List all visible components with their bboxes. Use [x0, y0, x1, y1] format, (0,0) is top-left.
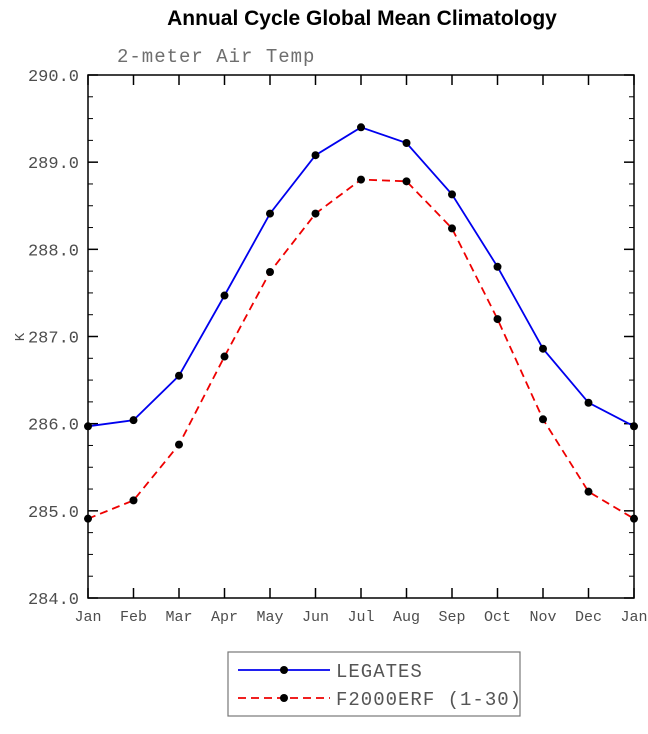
x-tick-label: Jul [347, 609, 374, 626]
legend-label-f2000erf: F2000ERF (1-30) [336, 689, 522, 711]
x-tick-label: Apr [211, 609, 238, 626]
chart-subtitle: 2-meter Air Temp [117, 46, 315, 68]
data-point-0 [402, 138, 411, 147]
data-point-0 [630, 422, 638, 431]
legend-box [227, 651, 521, 717]
x-tick-label: Oct [484, 609, 511, 626]
x-tick-label: Jun [302, 609, 329, 626]
data-point-0 [448, 190, 456, 199]
data-point-1 [493, 315, 502, 324]
x-tick-label: May [256, 609, 283, 626]
y-tick-label: 290.0 [28, 68, 79, 87]
data-point-0 [266, 209, 274, 218]
data-point-1 [311, 209, 320, 218]
data-point-1 [84, 514, 92, 523]
data-point-1 [539, 415, 547, 424]
data-point-1 [266, 267, 274, 276]
data-point-1 [129, 496, 138, 505]
x-tick-label: Feb [120, 609, 147, 626]
data-point-0 [311, 151, 320, 160]
y-tick-label: 287.0 [28, 330, 79, 349]
data-point-0 [175, 371, 183, 380]
plot-frame [87, 74, 635, 599]
legend-sample-marker-0 [280, 666, 288, 674]
data-point-1 [402, 177, 411, 186]
data-point-0 [84, 422, 92, 431]
x-tick-label: Jan [74, 609, 101, 626]
data-point-0 [357, 123, 365, 132]
y-tick-label: 285.0 [28, 504, 79, 523]
data-point-1 [584, 487, 593, 496]
y-axis-label: K [13, 332, 29, 341]
plot-area: 284.0 285.0 286.0 287.0 288.0 289.0 290.0 Jan Fe… [28, 68, 648, 626]
x-tick-label: Aug [393, 609, 420, 626]
x-tick-label: Sep [438, 609, 465, 626]
legend-label-legates: LEGATES [336, 661, 423, 683]
data-point-1 [175, 440, 183, 449]
y-tick-label: 288.0 [28, 242, 79, 261]
chart-title: Annual Cycle Global Mean Climatology [167, 7, 557, 30]
x-tick-label: Nov [529, 609, 556, 626]
series-line-0 [87, 126, 635, 428]
legend-sample-marker-1 [280, 694, 288, 702]
data-point-1 [630, 514, 638, 523]
data-point-0 [129, 416, 138, 425]
x-tick-label: Dec [575, 609, 602, 626]
series-line-1 [87, 178, 635, 520]
data-point-0 [493, 262, 502, 271]
y-tick-label: 286.0 [28, 417, 79, 436]
x-tick-label: Jan [620, 609, 647, 626]
y-tick-label: 284.0 [28, 591, 79, 610]
data-point-0 [584, 398, 593, 407]
data-point-1 [220, 352, 229, 361]
data-point-1 [448, 224, 456, 233]
data-point-0 [539, 344, 547, 353]
data-point-1 [357, 175, 365, 184]
legend-frame [227, 651, 521, 717]
y-tick-label: 289.0 [28, 155, 79, 174]
x-tick-label: Mar [165, 609, 192, 626]
data-point-0 [220, 291, 229, 300]
